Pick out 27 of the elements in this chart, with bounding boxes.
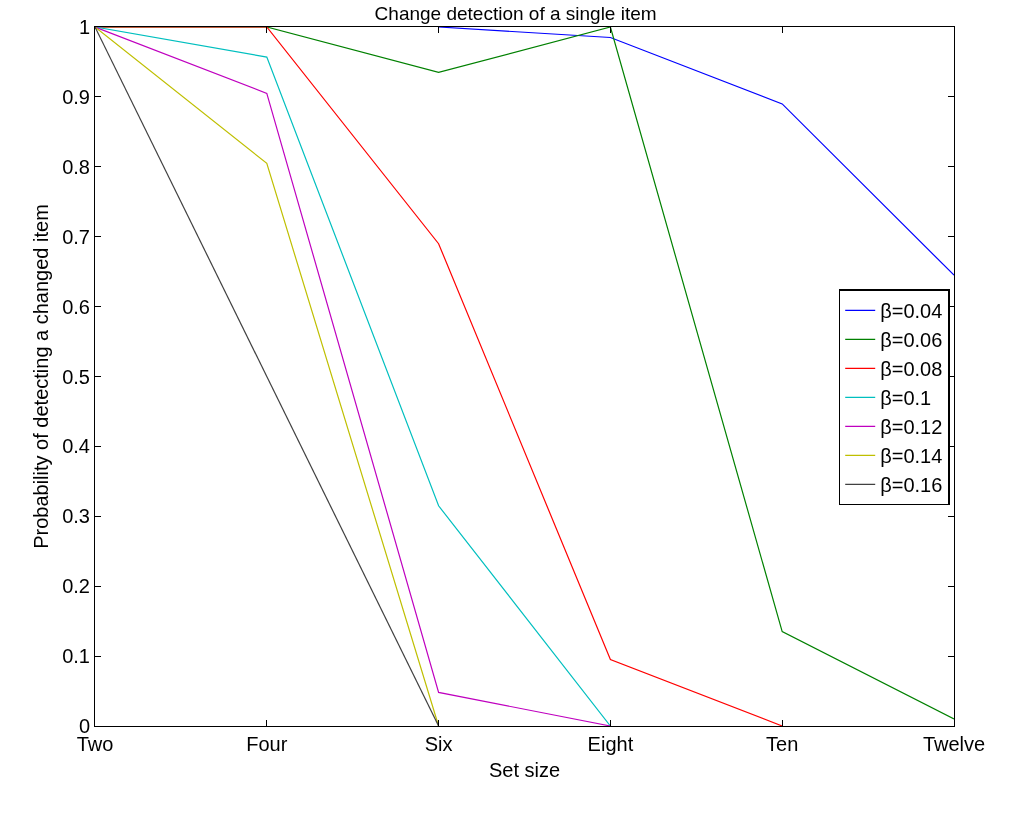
legend-label: β=0.12 <box>880 416 943 439</box>
legend-label: β=0.08 <box>880 358 943 381</box>
y-tick-label: 0.2 <box>62 575 90 598</box>
x-tick-label: Four <box>246 733 288 755</box>
legend-label: β=0.06 <box>880 329 943 352</box>
legend-label: β=0.16 <box>880 474 943 497</box>
y-tick-label: 0.3 <box>62 505 90 528</box>
x-tick-label: Twelve <box>922 733 986 755</box>
x-tick-label: Six <box>424 733 453 755</box>
y-tick-label: 1 <box>78 16 90 38</box>
chart-title: Change detection of a single item <box>374 2 657 24</box>
y-tick-label: 0.8 <box>62 155 90 178</box>
y-tick-label: 0.9 <box>62 85 90 108</box>
legend-label: β=0.04 <box>880 300 943 323</box>
legend-label: β=0.1 <box>880 387 932 410</box>
line-series <box>95 27 611 726</box>
y-tick-label: 0.6 <box>62 295 90 318</box>
y-tick-label: 0.1 <box>62 645 90 668</box>
line-series <box>438 27 954 276</box>
y-tick-label: 0.7 <box>62 225 90 248</box>
y-tick-label: 0.5 <box>62 365 90 388</box>
legend-label: β=0.14 <box>880 445 943 468</box>
y-axis-title: Probability of detecting a changed item <box>29 204 52 549</box>
x-tick-label: Ten <box>766 733 799 755</box>
x-tick-label: Eight <box>587 733 634 755</box>
y-tick-label: 0.4 <box>62 435 90 458</box>
x-axis-title: Set size <box>488 758 561 781</box>
